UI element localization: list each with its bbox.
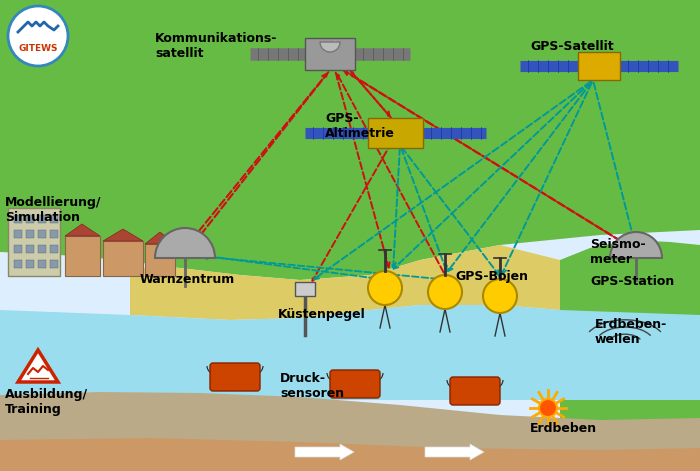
Text: GPS-Bojen: GPS-Bojen xyxy=(455,270,528,283)
Polygon shape xyxy=(0,0,700,280)
FancyBboxPatch shape xyxy=(210,363,260,391)
Bar xyxy=(578,52,620,80)
Text: Kommunikations-
satellit: Kommunikations- satellit xyxy=(155,32,277,60)
Bar xyxy=(38,230,46,238)
Bar xyxy=(14,215,22,223)
Text: Küstenpegel: Küstenpegel xyxy=(278,308,365,321)
Text: Modellierung/
Simulation: Modellierung/ Simulation xyxy=(5,196,102,224)
Text: Seismo-
meter: Seismo- meter xyxy=(590,238,645,266)
Text: GITEWS: GITEWS xyxy=(18,44,57,53)
Text: Ausbildung/
Training: Ausbildung/ Training xyxy=(5,388,88,416)
Polygon shape xyxy=(0,438,700,471)
Text: Erdbeben-
wellen: Erdbeben- wellen xyxy=(595,318,667,346)
Polygon shape xyxy=(560,240,700,471)
Wedge shape xyxy=(610,232,662,258)
Polygon shape xyxy=(65,224,100,236)
Bar xyxy=(26,230,34,238)
Polygon shape xyxy=(0,305,700,400)
Circle shape xyxy=(428,275,462,309)
Text: Warnzentrum: Warnzentrum xyxy=(140,273,235,286)
FancyArrow shape xyxy=(425,444,484,460)
Bar xyxy=(38,245,46,253)
Circle shape xyxy=(483,279,517,313)
Bar xyxy=(14,230,22,238)
Polygon shape xyxy=(18,350,58,382)
Bar xyxy=(38,215,46,223)
Bar xyxy=(50,245,58,253)
Circle shape xyxy=(8,6,68,66)
Text: Druck-
sensoren: Druck- sensoren xyxy=(280,372,344,400)
Bar xyxy=(103,241,143,276)
Circle shape xyxy=(539,399,557,417)
Text: GPS-Satellit: GPS-Satellit xyxy=(530,40,614,53)
Polygon shape xyxy=(145,232,175,244)
Bar xyxy=(14,245,22,253)
Bar xyxy=(26,260,34,268)
Polygon shape xyxy=(0,392,700,471)
Bar xyxy=(145,244,175,276)
Text: Erdbeben: Erdbeben xyxy=(530,422,597,435)
Bar xyxy=(295,282,315,296)
Text: GPS-Station: GPS-Station xyxy=(590,275,674,288)
Wedge shape xyxy=(320,42,340,52)
Bar xyxy=(26,215,34,223)
Bar xyxy=(50,230,58,238)
Bar xyxy=(38,260,46,268)
FancyBboxPatch shape xyxy=(330,370,380,398)
Bar xyxy=(65,236,100,276)
Bar xyxy=(50,215,58,223)
Bar xyxy=(368,118,423,148)
Bar xyxy=(305,38,355,70)
Circle shape xyxy=(368,271,402,305)
Bar xyxy=(50,260,58,268)
Polygon shape xyxy=(130,245,560,320)
Bar xyxy=(26,245,34,253)
Wedge shape xyxy=(155,228,215,258)
Polygon shape xyxy=(103,229,143,241)
Text: GPS-
Altimetrie: GPS- Altimetrie xyxy=(325,112,395,140)
FancyArrow shape xyxy=(295,444,354,460)
FancyBboxPatch shape xyxy=(450,377,500,405)
Bar xyxy=(8,208,60,276)
Bar xyxy=(14,260,22,268)
